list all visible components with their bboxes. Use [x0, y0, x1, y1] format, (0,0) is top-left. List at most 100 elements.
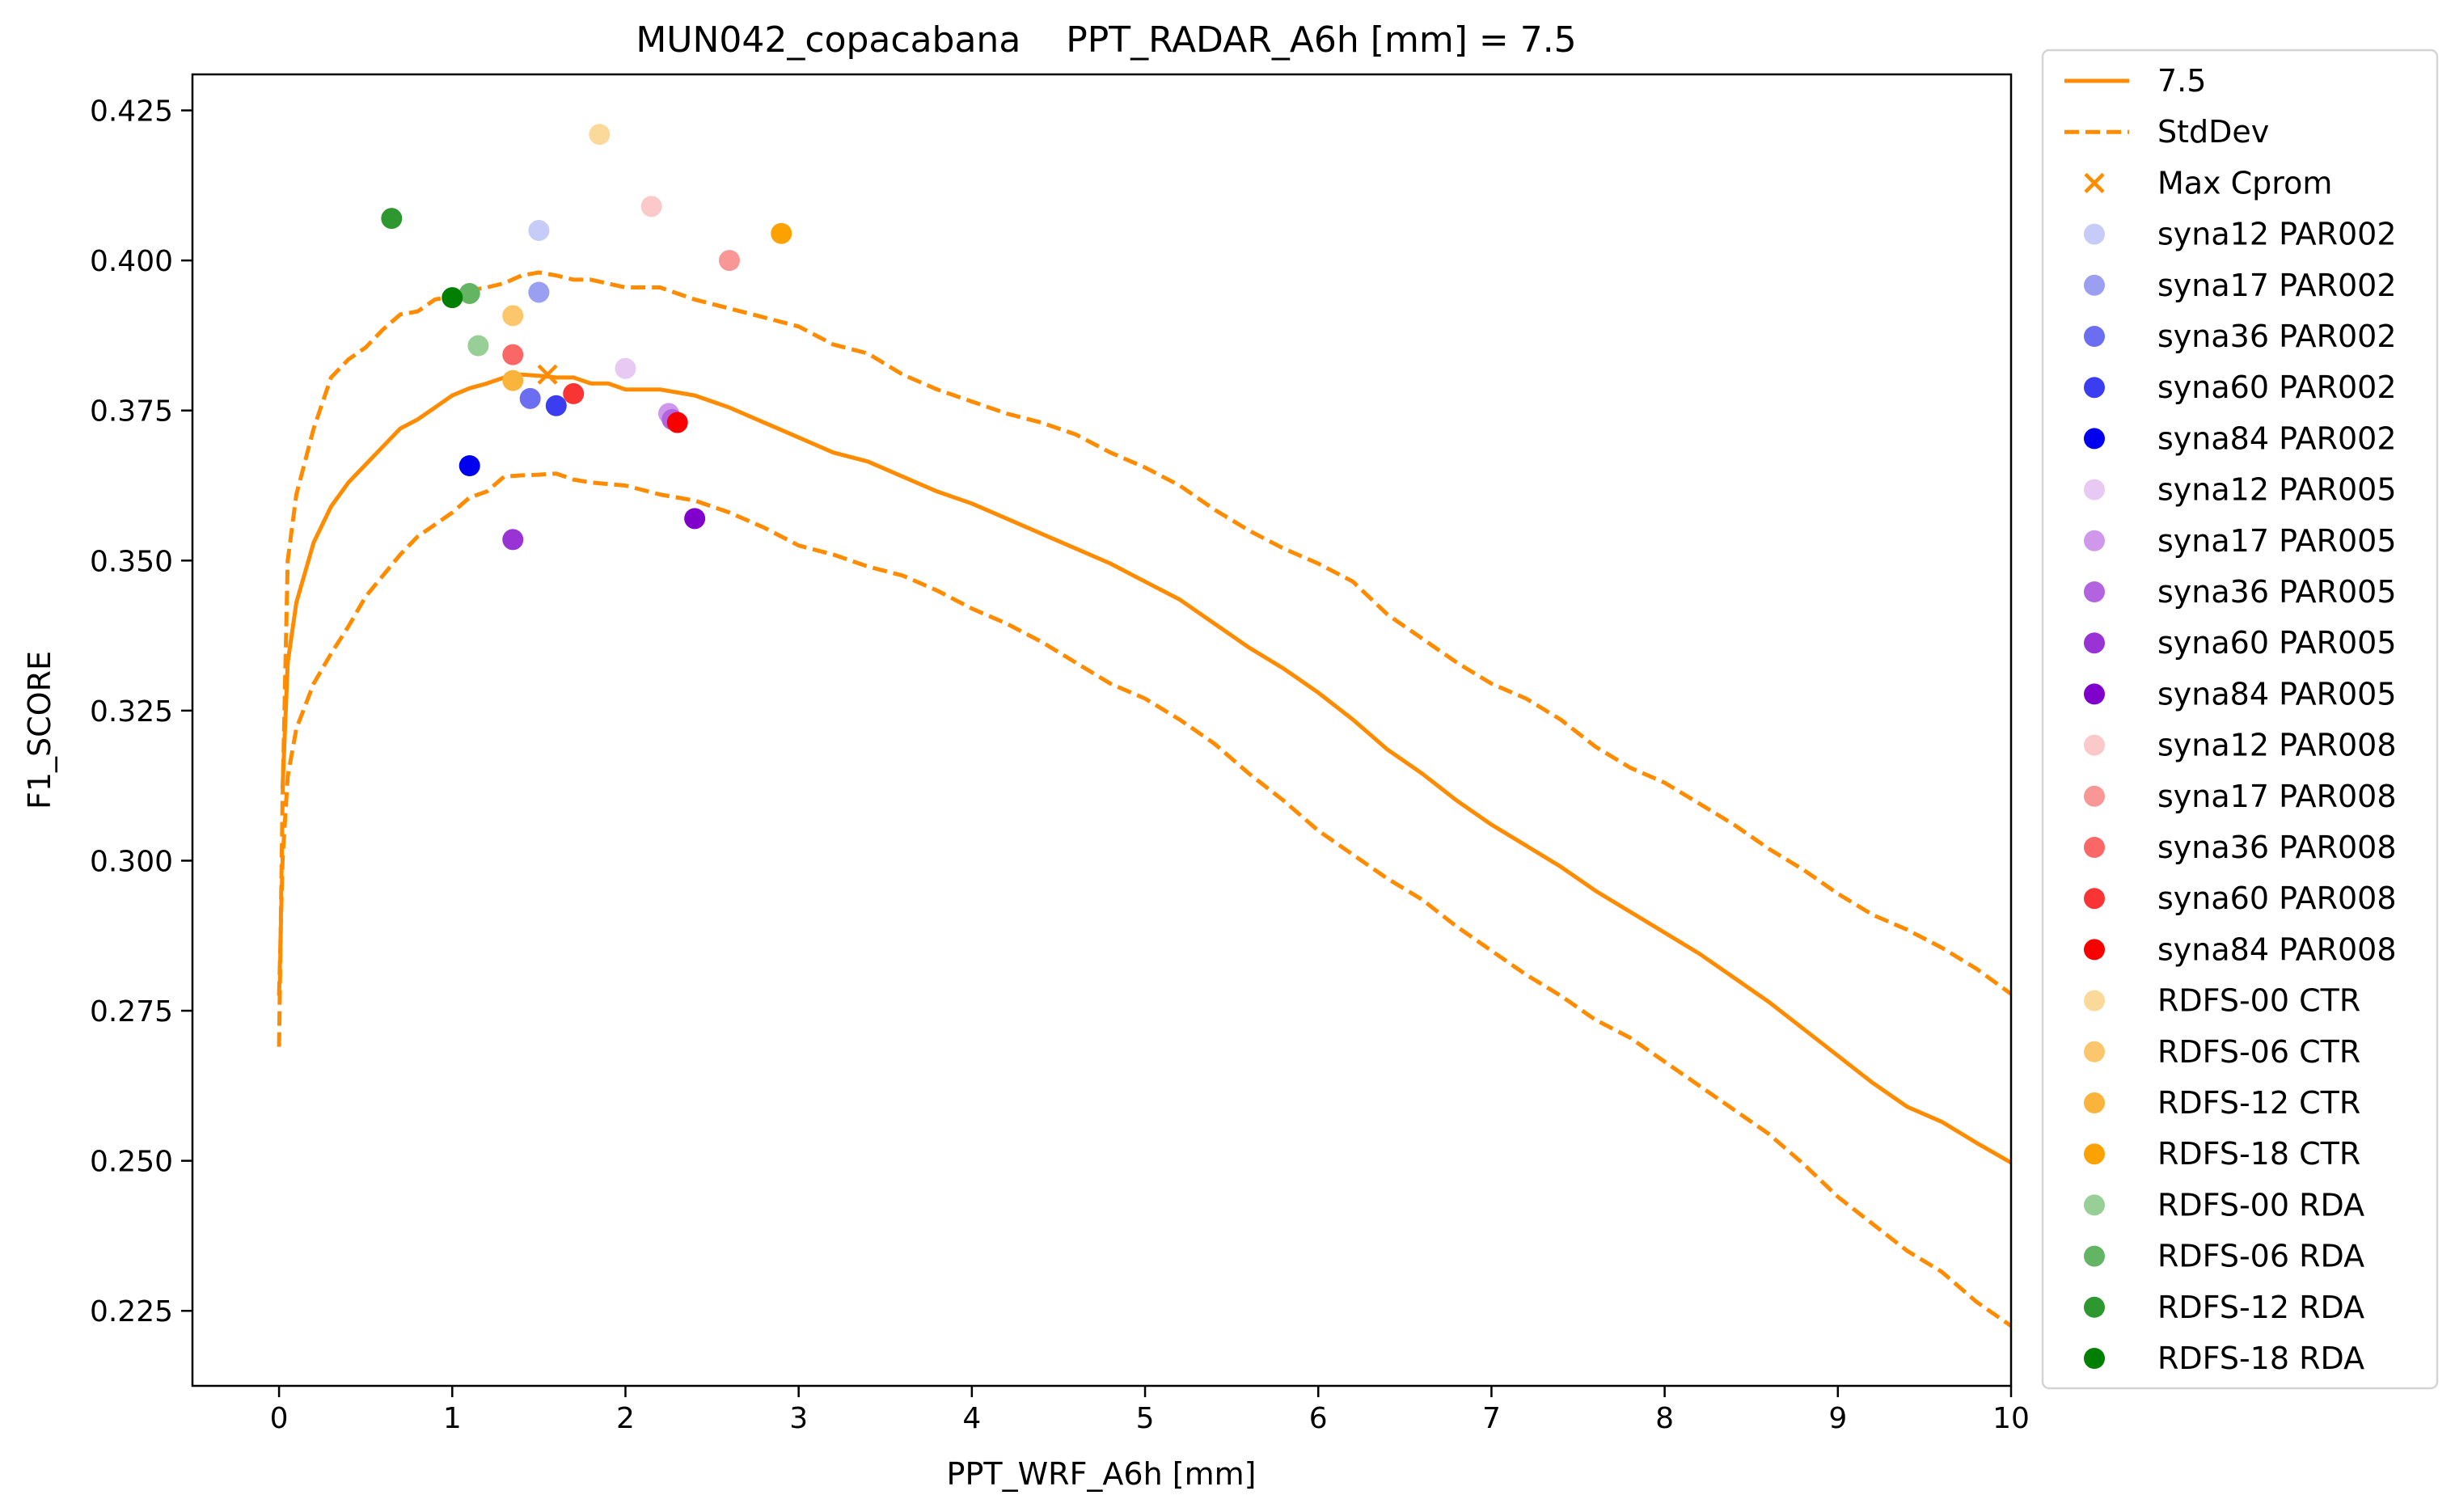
x-tick-label: 9 — [1828, 1402, 1847, 1435]
y-axis-label: F1_SCORE — [22, 651, 57, 809]
point-rdfs-12-ctr — [502, 370, 524, 391]
legend-label: RDFS-06 CTR — [2157, 1034, 2360, 1070]
legend-label: syna84 PAR002 — [2157, 420, 2397, 456]
point-syna60-par005 — [502, 529, 524, 551]
legend-label: RDFS-06 RDA — [2157, 1239, 2364, 1274]
legend-entry: syna12 PAR005 — [2084, 472, 2397, 508]
legend-entry: syna60 PAR002 — [2084, 370, 2397, 405]
legend-label: syna17 PAR005 — [2157, 523, 2397, 559]
legend-entry: syna17 PAR005 — [2084, 523, 2397, 559]
legend-label: syna36 PAR005 — [2157, 574, 2397, 610]
legend-dot-swatch — [2084, 939, 2105, 961]
point-rdfs-06-rda — [458, 282, 480, 304]
series-line-stddev-1 — [277, 270, 2011, 1047]
point-syna84-par002 — [458, 455, 480, 477]
series-line-mean-0 — [280, 372, 2011, 1165]
legend-label: syna36 PAR002 — [2157, 319, 2397, 354]
legend-dot-swatch — [2084, 632, 2105, 654]
point-syna60-par002 — [545, 395, 567, 416]
legend-label: 7.5 — [2157, 63, 2206, 99]
legend-dot-swatch — [2084, 377, 2105, 399]
point-syna84-par008 — [666, 412, 688, 433]
legend-dot-swatch — [2084, 1194, 2105, 1216]
legend-dot-swatch — [2084, 530, 2105, 551]
legend-entry: RDFS-00 RDA — [2084, 1187, 2364, 1223]
legend-dot-swatch — [2084, 837, 2105, 858]
y-tick-label: 0.275 — [90, 995, 173, 1028]
legend-entry: Max Cprom — [2084, 165, 2332, 201]
point-syna36-par008 — [502, 344, 524, 365]
plot-background — [192, 74, 2011, 1386]
point-syna12-par005 — [615, 357, 636, 379]
point-syna60-par008 — [563, 382, 585, 404]
x-tick-label: 10 — [1992, 1402, 2030, 1435]
point-syna84-par005 — [684, 508, 706, 530]
legend-entry: syna12 PAR008 — [2084, 728, 2397, 763]
legend-items: 7.5 StdDev Max Cprom syna12 PAR002 syna17 PA… — [2064, 63, 2397, 1376]
y-tick-label: 0.425 — [90, 95, 173, 129]
legend-dot-swatch — [2084, 990, 2105, 1012]
legend-label: syna60 PAR005 — [2157, 625, 2397, 661]
y-tick-label: 0.325 — [90, 695, 173, 729]
x-tick-label: 5 — [1136, 1402, 1155, 1435]
legend-entry: syna36 PAR002 — [2084, 319, 2397, 354]
legend-label: syna60 PAR008 — [2157, 881, 2397, 916]
legend-dot-swatch — [2084, 428, 2105, 450]
legend-dot-swatch — [2084, 479, 2105, 500]
x-tick-label: 4 — [962, 1402, 981, 1435]
plot-frame — [191, 73, 2013, 1387]
legend-entry: syna84 PAR002 — [2084, 420, 2397, 456]
legend-dot-swatch — [2084, 274, 2105, 296]
x-tick-label: 2 — [616, 1402, 635, 1435]
legend-entry: syna84 PAR008 — [2084, 931, 2397, 967]
points-layer — [381, 124, 792, 551]
legend-label: Max Cprom — [2157, 165, 2332, 201]
plot-area — [191, 73, 2013, 1387]
point-rdfs-12-rda — [381, 208, 403, 230]
legend-entry: syna17 PAR008 — [2084, 779, 2397, 814]
y-tick-label: 0.300 — [90, 845, 173, 878]
legend-label: RDFS-12 RDA — [2157, 1290, 2364, 1325]
legend-dot-swatch — [2084, 1296, 2105, 1318]
legend-dot-swatch — [2084, 1348, 2105, 1369]
legend-dot-swatch — [2084, 888, 2105, 910]
chart-title: MUN042_copacabana PPT_RADAR_A6h [mm] = 7… — [636, 19, 1576, 61]
legend-dot-swatch — [2084, 1092, 2105, 1113]
legend-entry: StdDev — [2064, 114, 2269, 150]
x-tick-label: 0 — [270, 1402, 289, 1435]
legend-entry: syna60 PAR008 — [2084, 881, 2397, 916]
legend-label: syna12 PAR005 — [2157, 472, 2397, 508]
legend-entry: RDFS-12 RDA — [2084, 1290, 2364, 1325]
legend-entry: syna36 PAR005 — [2084, 574, 2397, 610]
max-cprom-layer — [537, 364, 558, 385]
point-syna17-par002 — [528, 281, 550, 303]
point-rdfs-18-rda — [442, 287, 463, 309]
legend-label: syna12 PAR002 — [2157, 217, 2397, 252]
series-line-stddev-2 — [277, 471, 2011, 1328]
legend-entry: RDFS-06 CTR — [2084, 1034, 2360, 1070]
legend-entry: syna36 PAR008 — [2084, 830, 2397, 865]
legend-entry: RDFS-18 CTR — [2084, 1136, 2360, 1172]
legend-dot-swatch — [2084, 785, 2105, 807]
legend-label: syna36 PAR008 — [2157, 830, 2397, 865]
legend-entry: RDFS-18 RDA — [2084, 1341, 2364, 1376]
point-syna17-par008 — [718, 250, 740, 272]
legend-entry: syna60 PAR005 — [2084, 625, 2397, 661]
legend-label: syna60 PAR002 — [2157, 370, 2397, 405]
legend-label: syna12 PAR008 — [2157, 728, 2397, 763]
point-rdfs-18-ctr — [771, 222, 792, 244]
x-tick-label: 3 — [789, 1402, 808, 1435]
legend-entry: 7.5 — [2064, 63, 2206, 99]
point-syna12-par002 — [528, 220, 550, 242]
y-tick-label: 0.250 — [90, 1146, 173, 1179]
legend-dot-swatch — [2084, 326, 2105, 347]
legend-box — [2041, 49, 2439, 1390]
point-rdfs-06-ctr — [502, 305, 524, 327]
legend-dot-swatch — [2084, 734, 2105, 756]
lines-layer — [277, 270, 2011, 1328]
legend-label: syna84 PAR008 — [2157, 931, 2397, 967]
y-tick-label: 0.350 — [90, 545, 173, 578]
legend-x-marker — [2084, 172, 2105, 193]
legend-label: RDFS-00 RDA — [2157, 1187, 2364, 1223]
